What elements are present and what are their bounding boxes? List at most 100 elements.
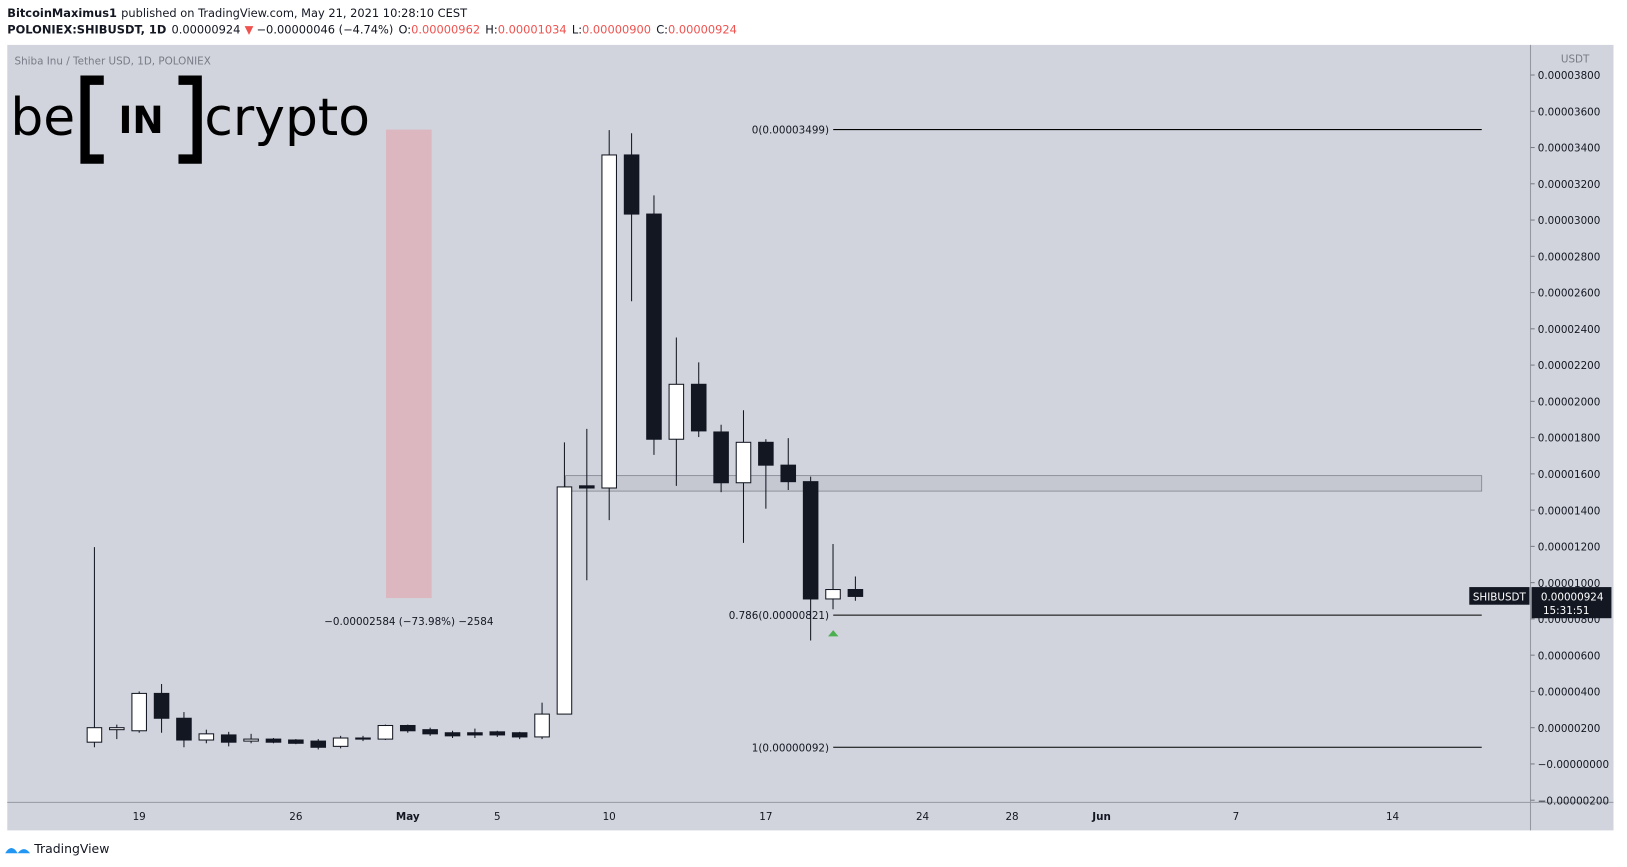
candle-body (579, 485, 595, 489)
x-tick-label: 26 (289, 811, 302, 823)
chart-title: Shiba Inu / Tether USD, 1D, POLONIEX (15, 56, 211, 68)
y-tick-label: 0.00002400 (1538, 324, 1601, 336)
candle-body (86, 727, 103, 743)
candle-body (556, 486, 573, 715)
candle-body (713, 431, 729, 484)
ohlc: O:0.00000962 H:0.00001034 L:0.00000900 C:0.… (399, 22, 737, 36)
header-line: BitcoinMaximus1 published on TradingView.… (7, 6, 467, 20)
ohlc-key: O: (399, 22, 412, 36)
candle-body (220, 734, 237, 743)
candle-body (176, 717, 192, 741)
y-tick-label: 0.00003800 (1538, 70, 1601, 82)
candle-body (780, 464, 797, 483)
candle-body (601, 154, 617, 489)
candle-body (758, 441, 774, 466)
candle-body (534, 713, 550, 738)
candle-body (847, 589, 864, 597)
candle-body (198, 733, 215, 741)
price-label: 0.00000924 (1541, 592, 1604, 604)
candle-body (131, 692, 147, 732)
x-tick-label: 28 (1005, 811, 1018, 823)
axis-label: USDT (1561, 54, 1590, 66)
logo-text: be (10, 88, 75, 148)
zone (565, 475, 1483, 492)
plot-area (7, 44, 1531, 803)
y-tick-label: 0.00003000 (1538, 215, 1601, 227)
candle-body (377, 724, 394, 740)
footer: TradingView (33, 841, 109, 856)
author: BitcoinMaximus1 (7, 6, 117, 20)
y-tick-label: −0.00000200 (1538, 795, 1609, 807)
fib-label: 0.786(0.00000821) (729, 610, 829, 622)
candle-body (467, 732, 483, 736)
y-tick-label: 0.00003400 (1538, 143, 1601, 155)
x-tick-label: Jun (1091, 811, 1111, 823)
candle-body (153, 692, 170, 719)
y-tick-label: 0.00000600 (1538, 650, 1601, 662)
header-line: POLONIEX:SHIBUSDT, 1D 0.00000924 ▼ −0.00000… (7, 22, 737, 36)
candle-body (825, 589, 841, 600)
ohlc-value: 0.00000924 (668, 22, 737, 36)
last: 0.00000924 (172, 22, 241, 36)
y-tick-label: 0.00001400 (1538, 505, 1601, 517)
x-tick-label: May (396, 811, 420, 823)
ohlc-key: H: (485, 22, 497, 36)
fib-label: 1(0.00000092) (752, 742, 829, 754)
candle-body (735, 441, 752, 484)
time-axis (7, 802, 1531, 831)
candle-body (511, 732, 528, 738)
price-label-box (1531, 587, 1612, 619)
candle-body (265, 738, 282, 743)
x-tick-label: 19 (133, 811, 146, 823)
symbol-label: SHIBUSDT (1473, 592, 1527, 604)
candle-body (109, 727, 125, 731)
signal-marker (828, 630, 839, 637)
x-tick-label: 17 (759, 811, 772, 823)
y-tick-label: 0.00002600 (1538, 288, 1601, 300)
arrow: ▼ (245, 22, 254, 36)
price-axis (1530, 44, 1614, 831)
y-tick-label: −0.00000000 (1538, 759, 1609, 771)
y-tick-label: 0.00002800 (1538, 251, 1601, 263)
candle-body (690, 383, 707, 432)
y-tick-label: 0.00003200 (1538, 179, 1601, 191)
ohlc-value: 0.00001034 (498, 22, 567, 36)
measure-label: −0.00002584 (−73.98%) −2584 (324, 616, 494, 628)
candle-body (288, 739, 304, 744)
measure-range (385, 129, 432, 599)
candle-body (646, 213, 662, 440)
ohlc-value: 0.00000900 (582, 22, 651, 36)
y-tick-label: 0.00001000 (1538, 578, 1601, 590)
y-tick-label: 0.00001800 (1538, 433, 1601, 445)
candle-body (332, 737, 349, 747)
x-tick-label: 10 (603, 811, 616, 823)
y-tick-label: 0.00002000 (1538, 396, 1601, 408)
ohlc-key: C: (656, 22, 668, 36)
logo-bracket (80, 75, 202, 164)
candle-body (489, 731, 506, 736)
x-tick-label: 5 (494, 811, 501, 823)
ohlc-key: L: (572, 22, 582, 36)
countdown: 15:31:51 (1543, 605, 1590, 617)
symbol: POLONIEX:SHIBUSDT, 1D (7, 22, 166, 36)
candle-body (399, 724, 416, 732)
candle-body (422, 729, 438, 735)
candle-body (444, 732, 461, 737)
y-tick-label: 0.00000200 (1538, 723, 1601, 735)
candle-body (668, 383, 685, 440)
x-tick-label: 14 (1386, 811, 1400, 823)
y-tick-label: 0.00002200 (1538, 360, 1601, 372)
y-tick-label: 0.00001600 (1538, 469, 1601, 481)
x-tick-label: 24 (916, 811, 930, 823)
y-tick-label: 0.00001200 (1538, 542, 1601, 554)
candle-body (355, 737, 371, 740)
published: published on TradingView.com, May 21, 20… (121, 6, 467, 20)
logo-text: crypto (204, 88, 370, 148)
symbol-label-box (1469, 587, 1530, 605)
candle-body (623, 154, 640, 215)
candle-body (310, 740, 327, 748)
x-tick-label: 7 (1233, 811, 1240, 823)
fib-label: 0(0.00003499) (752, 125, 829, 137)
logo-text: IN (119, 98, 164, 142)
